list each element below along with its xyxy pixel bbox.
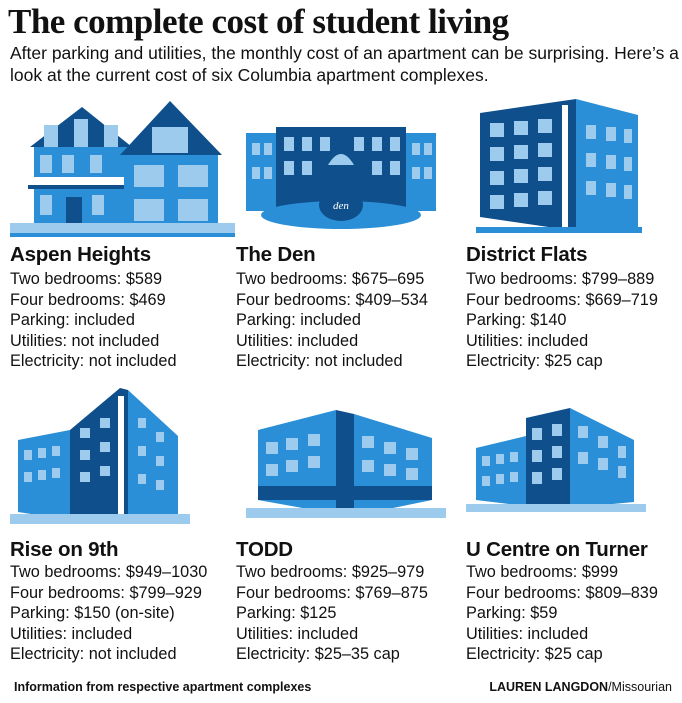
complex-name: District Flats: [466, 243, 588, 266]
parking-cost: Parking: $125: [236, 604, 337, 623]
four-bedroom-cost: Four bedrooms: $409–534: [236, 290, 428, 309]
electricity-cost: Electricity: not included: [236, 352, 403, 371]
parking-cost: Parking: $150 (on-site): [10, 604, 175, 623]
apartment-building-icon: [466, 95, 682, 237]
utilities-cost: Utilities: included: [236, 331, 359, 350]
four-bedroom-cost: Four bedrooms: $469: [10, 290, 166, 309]
source-credit: Information from respective apartment co…: [14, 680, 312, 694]
four-bedroom-cost: Four bedrooms: $799–929: [10, 583, 202, 602]
electricity-cost: Electricity: not included: [10, 352, 177, 371]
electricity-cost: Electricity: not included: [10, 645, 177, 664]
parking-cost: Parking: included: [236, 311, 361, 330]
complex-details: Two bedrooms: $589 Four bedrooms: $469 P…: [10, 269, 177, 372]
utilities-cost: Utilities: not included: [10, 331, 160, 350]
complex-details: Two bedrooms: $999 Four bedrooms: $809–8…: [466, 562, 658, 665]
two-bedroom-cost: Two bedrooms: $925–979: [236, 563, 425, 581]
utilities-cost: Utilities: included: [466, 331, 589, 350]
byline: LAUREN LANGDON/Missourian: [489, 680, 672, 694]
four-bedroom-cost: Four bedrooms: $769–875: [236, 583, 428, 602]
courtyard-building-icon: den: [236, 95, 461, 237]
two-bedroom-cost: Two bedrooms: $589: [10, 270, 163, 288]
complex-name: U Centre on Turner: [466, 538, 648, 561]
complex-details: Two bedrooms: $675–695 Four bedrooms: $4…: [236, 269, 428, 372]
two-bedroom-cost: Two bedrooms: $999: [466, 563, 619, 581]
electricity-cost: Electricity: $25 cap: [466, 645, 603, 664]
electricity-cost: Electricity: $25 cap: [466, 352, 603, 371]
highrise-building-icon: [10, 388, 235, 528]
parking-cost: Parking: included: [10, 311, 135, 330]
page-subtitle: After parking and utilities, the monthly…: [10, 43, 679, 85]
two-bedroom-cost: Two bedrooms: $675–695: [236, 270, 425, 288]
complex-details: Two bedrooms: $949–1030 Four bedrooms: $…: [10, 562, 207, 665]
page-title: The complete cost of student living: [8, 2, 509, 41]
den-sign-text: den: [333, 200, 349, 212]
parking-cost: Parking: $140: [466, 311, 567, 330]
complex-details: Two bedrooms: $799–889 Four bedrooms: $6…: [466, 269, 658, 372]
four-bedroom-cost: Four bedrooms: $809–839: [466, 583, 658, 602]
complex-details: Two bedrooms: $925–979 Four bedrooms: $7…: [236, 562, 428, 665]
parking-cost: Parking: $59: [466, 604, 558, 623]
complex-name: TODD: [236, 538, 293, 561]
utilities-cost: Utilities: included: [10, 624, 133, 643]
electricity-cost: Electricity: $25–35 cap: [236, 645, 400, 664]
two-bedroom-cost: Two bedrooms: $799–889: [466, 270, 655, 288]
complex-name: Aspen Heights: [10, 243, 151, 266]
complex-name: The Den: [236, 243, 316, 266]
utilities-cost: Utilities: included: [466, 624, 589, 643]
two-bedroom-cost: Two bedrooms: $949–1030: [10, 563, 208, 581]
outlet-name: /Missourian: [608, 680, 672, 694]
modern-building-icon: [466, 388, 682, 528]
corner-building-icon: [236, 388, 461, 528]
author-name: LAUREN LANGDON: [489, 680, 609, 694]
house-icon: [10, 95, 235, 237]
utilities-cost: Utilities: included: [236, 624, 359, 643]
complex-name: Rise on 9th: [10, 538, 119, 561]
four-bedroom-cost: Four bedrooms: $669–719: [466, 290, 658, 309]
